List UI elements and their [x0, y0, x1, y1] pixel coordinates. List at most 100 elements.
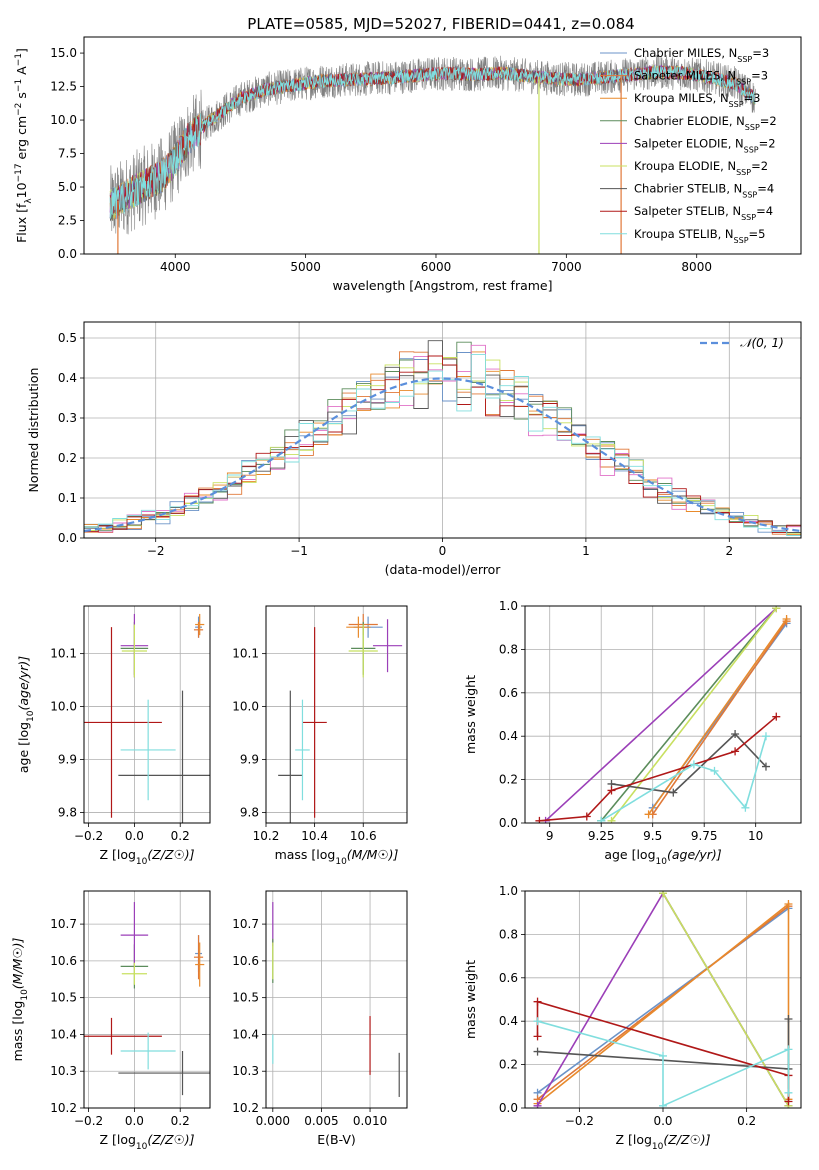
x-tick-label: 0.0 [125, 1114, 144, 1128]
weight-marker [607, 816, 616, 823]
axes-mass_vs_Z: −0.2 0.0 0.2 10.2 10.3 10.4 10.5 10.6 10.7 Z [log… [10, 890, 211, 1152]
y-tick-label: 0.8 [499, 642, 518, 656]
y-tick-label: 0.1 [58, 491, 77, 505]
y-tick-label: 7.5 [58, 147, 77, 161]
legend-label: Chabrier ELODIE, NSSP=2 [634, 114, 777, 132]
y-tick-label: 10.1 [232, 647, 259, 661]
axes-spectrum: 4000 5000 6000 7000 8000 0.0 2.5 5.0 7.5 10.0 12.5… [14, 36, 802, 293]
x-tick-label: 9 [546, 829, 554, 843]
weight-marker [710, 766, 719, 775]
weight-line [600, 735, 767, 822]
x-tick-label: 0.2 [171, 1114, 190, 1128]
weight-marker [669, 788, 678, 797]
weight-marker [784, 900, 793, 909]
axes-mass_vs_EBV: 0.000 0.005 0.010 10.2 10.3 10.4 10.5 10.6 10.7 E… [232, 890, 408, 1147]
x-tick-label: 10 [748, 829, 763, 843]
x-axis-label: (data-model)/error [385, 562, 502, 577]
histogram-legend: 𝒩(0, 1) [700, 336, 784, 350]
weight-marker [784, 1045, 793, 1054]
weight-line [610, 607, 777, 822]
x-tick-label: 10.6 [350, 829, 377, 843]
weight-line [600, 607, 777, 822]
y-tick-label: 0.0 [58, 531, 77, 545]
plot-layer [272, 902, 400, 1097]
weight-marker [761, 762, 770, 771]
weight-line [647, 618, 788, 815]
x-tick-label: 4000 [160, 260, 191, 274]
x-tick-label: 0.000 [256, 1114, 290, 1128]
y-tick-label: 10.6 [232, 954, 259, 968]
plot-layer [84, 340, 801, 536]
histogram-step [84, 355, 801, 534]
legend-label: Salpeter ELODIE, NSSP=2 [634, 136, 776, 154]
y-tick-label: 0.4 [499, 1014, 518, 1028]
x-tick-label: 9.25 [588, 829, 615, 843]
plot-layer [84, 613, 210, 823]
axes-age_vs_mass: 10.2 10.4 10.6 9.8 9.9 10.0 10.1 mass [log10(M/… [232, 605, 408, 867]
weight-line [652, 620, 788, 815]
axes-age_vs_Z: −0.2 0.0 0.2 9.8 9.9 10.0 10.1 Z [log10(Z/Z☉)] a… [16, 605, 211, 867]
x-axis-label: mass [log10(M/M☉)] [275, 847, 399, 867]
y-tick-label: 10.6 [50, 954, 77, 968]
x-tick-label: 0.0 [125, 829, 144, 843]
y-tick-label: 0.4 [58, 371, 77, 385]
y-tick-label: 2.5 [58, 214, 77, 228]
axes-frame [83, 890, 211, 1109]
observed-spectrum-line [109, 54, 756, 235]
weight-marker [659, 1101, 667, 1108]
weight-marker [741, 803, 750, 812]
x-tick-label: 2 [725, 544, 733, 558]
axes-frame [83, 605, 211, 824]
y-tick-label: 0.3 [58, 411, 77, 425]
y-tick-label: 9.9 [240, 752, 259, 766]
weight-marker [761, 732, 770, 741]
weight-marker [731, 730, 740, 739]
y-tick-label: 9.8 [240, 805, 259, 819]
x-tick-label: −0.2 [565, 1114, 594, 1128]
plot-layer [278, 613, 403, 823]
x-axis-label: Z [log10(Z/Z☉)] [615, 1132, 710, 1152]
x-tick-label: 5000 [290, 260, 321, 274]
weight-marker [784, 1097, 793, 1106]
x-tick-label: 0.2 [171, 829, 190, 843]
y-tick-label: 9.9 [58, 752, 77, 766]
y-tick-label: 10.0 [50, 113, 77, 127]
legend-label: 𝒩(0, 1) [740, 336, 784, 350]
plot-layer [109, 54, 756, 254]
weight-marker [533, 1047, 542, 1056]
y-tick-label: 5.0 [58, 180, 77, 194]
plot-layer [535, 606, 791, 823]
x-axis-label: Z [log10(Z/Z☉)] [99, 847, 194, 867]
y-tick-label: 10.0 [50, 700, 77, 714]
weight-marker [533, 1032, 542, 1041]
weight-marker [535, 816, 544, 823]
legend-label: Chabrier MILES, NSSP=3 [634, 46, 769, 64]
y-tick-label: 0.0 [58, 247, 77, 261]
weight-marker [607, 786, 616, 795]
weight-marker [689, 760, 698, 769]
weight-line [537, 905, 789, 1100]
y-tick-label: 10.5 [50, 991, 77, 1005]
y-axis-label: mass weight [463, 960, 478, 1039]
y-tick-label: 1.0 [499, 599, 518, 613]
weight-line [539, 716, 777, 822]
y-tick-label: 0.8 [499, 927, 518, 941]
x-tick-label: −2 [147, 544, 165, 558]
plot-area: 4000 5000 6000 7000 80000.02.55.07.510.012.5… [10, 36, 802, 1152]
weight-marker [784, 1015, 793, 1024]
x-tick-label: 7000 [551, 260, 582, 274]
x-tick-label: −1 [290, 544, 308, 558]
y-axis-label: mass [log10(M/M☉)] [10, 937, 30, 1061]
y-tick-label: 1.0 [499, 884, 518, 898]
y-tick-label: 10.2 [50, 1101, 77, 1115]
y-tick-label: 0.6 [499, 686, 518, 700]
y-axis-label: Normed distribution [26, 368, 41, 493]
x-tick-label: 0.005 [304, 1114, 338, 1128]
y-tick-label: 10.4 [50, 1027, 77, 1041]
y-tick-label: 15.0 [50, 46, 77, 60]
y-tick-label: 0.2 [499, 773, 518, 787]
x-tick-label: 6000 [421, 260, 452, 274]
weight-marker [772, 606, 781, 613]
y-tick-label: 12.5 [50, 80, 77, 94]
